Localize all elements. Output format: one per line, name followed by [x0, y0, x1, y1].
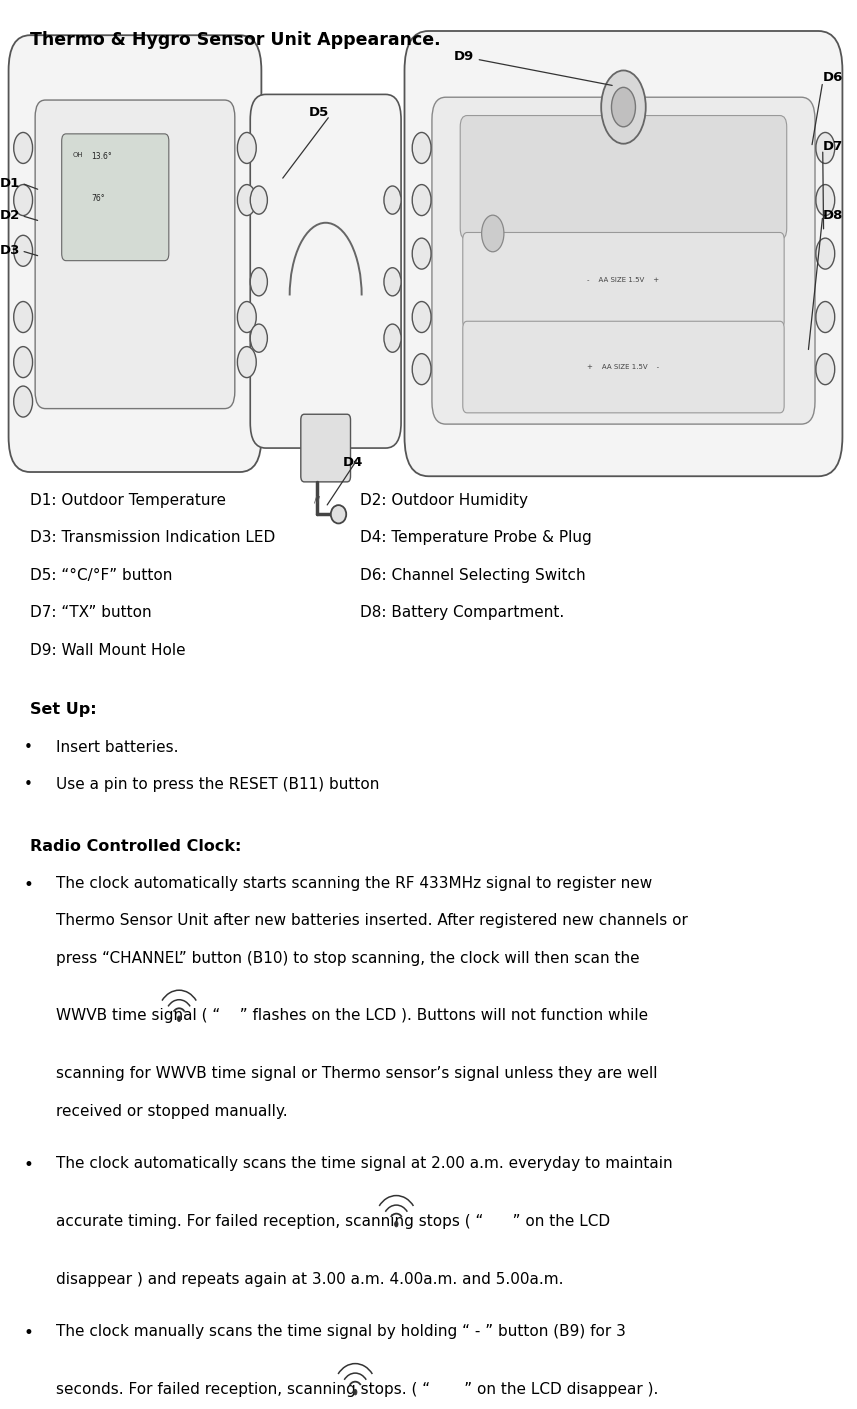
- Text: •: •: [24, 776, 33, 792]
- Text: Thermo & Hygro Sensor Unit Appearance.: Thermo & Hygro Sensor Unit Appearance.: [30, 31, 440, 49]
- Circle shape: [14, 347, 33, 378]
- Text: press “CHANNEL” button (B10) to stop scanning, the clock will then scan the: press “CHANNEL” button (B10) to stop sca…: [56, 951, 639, 965]
- Text: Use a pin to press the RESET (B11) button: Use a pin to press the RESET (B11) butto…: [56, 776, 379, 792]
- Text: scanning for WWVB time signal or Thermo sensor’s signal unless they are well: scanning for WWVB time signal or Thermo …: [56, 1067, 657, 1081]
- FancyBboxPatch shape: [62, 134, 169, 261]
- Circle shape: [250, 268, 267, 296]
- Circle shape: [237, 302, 256, 333]
- Text: D2: D2: [0, 209, 21, 223]
- Circle shape: [354, 1389, 357, 1395]
- Text: WWVB time signal ( “    ” flashes on the LCD ). Buttons will not function while: WWVB time signal ( “ ” flashes on the LC…: [56, 1009, 648, 1023]
- Text: D7: D7: [823, 139, 843, 154]
- Circle shape: [250, 324, 267, 352]
- Text: D7: “TX” button: D7: “TX” button: [30, 604, 152, 620]
- FancyBboxPatch shape: [250, 94, 401, 448]
- Circle shape: [612, 87, 636, 127]
- Circle shape: [14, 132, 33, 163]
- Circle shape: [602, 70, 646, 144]
- Text: The clock manually scans the time signal by holding “ - ” button (B9) for 3: The clock manually scans the time signal…: [56, 1324, 626, 1339]
- FancyBboxPatch shape: [405, 31, 842, 476]
- Text: D9: Wall Mount Hole: D9: Wall Mount Hole: [30, 643, 186, 658]
- Text: •: •: [24, 1155, 34, 1174]
- Ellipse shape: [331, 504, 346, 523]
- Text: D3: D3: [0, 244, 21, 258]
- Text: D6: Channel Selecting Switch: D6: Channel Selecting Switch: [360, 568, 585, 583]
- Text: disappear ) and repeats again at 3.00 a.m. 4.00a.m. and 5.00a.m.: disappear ) and repeats again at 3.00 a.…: [56, 1272, 563, 1286]
- Text: OH: OH: [73, 152, 83, 158]
- Circle shape: [816, 302, 835, 333]
- Text: •: •: [24, 1324, 34, 1341]
- Circle shape: [384, 186, 401, 214]
- Text: D9: D9: [454, 49, 475, 63]
- Text: D1: Outdoor Temperature: D1: Outdoor Temperature: [30, 493, 226, 509]
- Text: D4: D4: [343, 455, 363, 469]
- Circle shape: [412, 354, 431, 385]
- Circle shape: [384, 324, 401, 352]
- Text: Set Up:: Set Up:: [30, 702, 97, 717]
- Text: +    AA SIZE 1.5V    -: + AA SIZE 1.5V -: [587, 364, 660, 371]
- Text: 13.6°: 13.6°: [92, 152, 112, 161]
- Text: D2: Outdoor Humidity: D2: Outdoor Humidity: [360, 493, 528, 509]
- Circle shape: [482, 216, 504, 252]
- Text: D5: “°C/°F” button: D5: “°C/°F” button: [30, 568, 172, 583]
- Circle shape: [237, 132, 256, 163]
- Circle shape: [412, 238, 431, 269]
- Circle shape: [816, 354, 835, 385]
- Circle shape: [237, 185, 256, 216]
- Text: •: •: [24, 740, 33, 755]
- FancyBboxPatch shape: [432, 97, 815, 424]
- Circle shape: [14, 235, 33, 266]
- Circle shape: [412, 185, 431, 216]
- Text: received or stopped manually.: received or stopped manually.: [56, 1103, 287, 1119]
- Circle shape: [384, 268, 401, 296]
- FancyBboxPatch shape: [35, 100, 235, 409]
- Circle shape: [14, 185, 33, 216]
- FancyBboxPatch shape: [463, 232, 784, 328]
- Circle shape: [816, 238, 835, 269]
- Text: Radio Controlled Clock:: Radio Controlled Clock:: [30, 838, 242, 854]
- Text: D6: D6: [823, 70, 843, 85]
- FancyBboxPatch shape: [9, 35, 261, 472]
- FancyBboxPatch shape: [460, 116, 787, 240]
- Circle shape: [394, 1222, 398, 1227]
- Circle shape: [14, 386, 33, 417]
- Circle shape: [177, 1016, 181, 1022]
- Text: •: •: [24, 876, 34, 893]
- Circle shape: [412, 132, 431, 163]
- Circle shape: [412, 302, 431, 333]
- Text: seconds. For failed reception, scanning stops. ( “       ” on the LCD disappear : seconds. For failed reception, scanning …: [56, 1382, 658, 1396]
- Text: //: //: [314, 496, 321, 504]
- Circle shape: [250, 186, 267, 214]
- Text: Insert batteries.: Insert batteries.: [56, 740, 178, 755]
- Circle shape: [237, 347, 256, 378]
- FancyBboxPatch shape: [463, 321, 784, 413]
- Text: The clock automatically starts scanning the RF 433MHz signal to register new: The clock automatically starts scanning …: [56, 876, 652, 890]
- Text: D1: D1: [0, 176, 21, 190]
- Text: 76°: 76°: [92, 194, 105, 203]
- FancyBboxPatch shape: [301, 414, 351, 482]
- Circle shape: [816, 132, 835, 163]
- Text: D4: Temperature Probe & Plug: D4: Temperature Probe & Plug: [360, 530, 591, 545]
- Text: D3: Transmission Indication LED: D3: Transmission Indication LED: [30, 530, 275, 545]
- Circle shape: [816, 185, 835, 216]
- Text: D5: D5: [309, 106, 329, 120]
- Text: Thermo Sensor Unit after new batteries inserted. After registered new channels o: Thermo Sensor Unit after new batteries i…: [56, 913, 687, 929]
- Text: The clock automatically scans the time signal at 2.00 a.m. everyday to maintain: The clock automatically scans the time s…: [56, 1155, 673, 1171]
- Text: accurate timing. For failed reception, scanning stops ( “      ” on the LCD: accurate timing. For failed reception, s…: [56, 1213, 610, 1229]
- Text: D8: D8: [823, 209, 843, 223]
- Text: D8: Battery Compartment.: D8: Battery Compartment.: [360, 604, 564, 620]
- Text: -    AA SIZE 1.5V    +: - AA SIZE 1.5V +: [587, 278, 660, 283]
- Circle shape: [14, 302, 33, 333]
